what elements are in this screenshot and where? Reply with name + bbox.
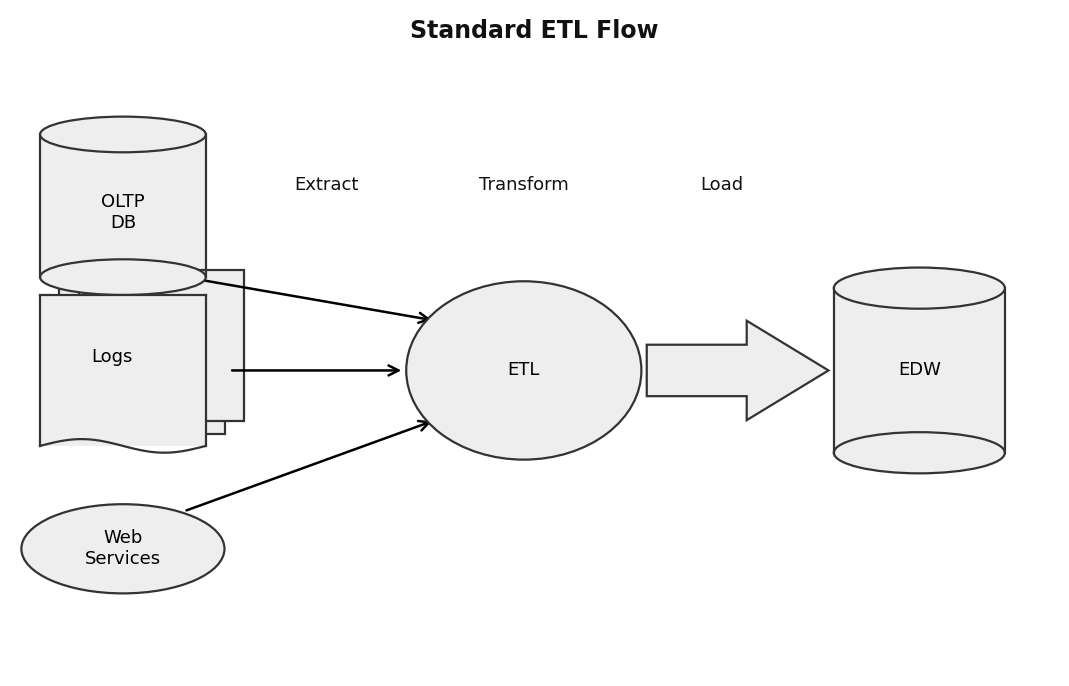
Text: Web
Services: Web Services [84,530,161,568]
Text: Extract: Extract [294,176,358,194]
Ellipse shape [834,268,1005,309]
Polygon shape [834,288,1005,453]
FancyBboxPatch shape [79,270,244,421]
Ellipse shape [21,504,224,593]
Polygon shape [41,134,205,277]
Ellipse shape [41,259,205,295]
Polygon shape [647,321,828,420]
Text: Standard ETL Flow: Standard ETL Flow [410,19,659,43]
FancyBboxPatch shape [41,295,205,446]
Text: Logs: Logs [92,348,133,366]
Text: Transform: Transform [479,176,569,194]
Text: Load: Load [700,176,743,194]
Ellipse shape [41,117,205,152]
Ellipse shape [406,281,641,460]
Ellipse shape [834,432,1005,473]
Text: EDW: EDW [898,362,941,379]
Text: ETL: ETL [508,362,540,379]
Text: OLTP
DB: OLTP DB [102,193,144,232]
FancyBboxPatch shape [60,283,226,434]
